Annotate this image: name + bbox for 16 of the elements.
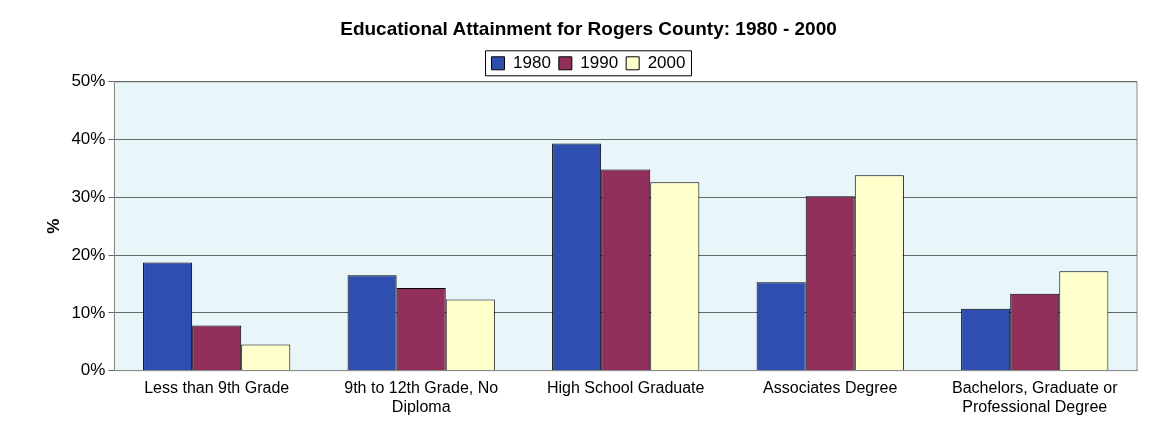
y-tick-label: 30% (71, 187, 106, 207)
legend-label: 2000 (647, 52, 686, 72)
x-tick-label: Bachelors, Graduate or Professional Degree (952, 378, 1119, 415)
y-tick-label: 40% (71, 129, 106, 149)
y-tick-label: 20% (71, 244, 106, 264)
x-tick-label: Associates Degree (763, 378, 898, 396)
y-tick-label: 10% (71, 302, 106, 322)
x-tick-label: Less than 9th Grade (144, 378, 290, 396)
y-tick-label: 0% (80, 360, 106, 380)
x-tick-label: 9th to 12th Grade, No Diploma (344, 378, 499, 415)
y-tick-label: 50% (71, 71, 106, 91)
y-axis-title: % (43, 218, 63, 234)
legend-label: 1980 (513, 52, 551, 72)
chart-title: Educational Attainment for Rogers County: 1980 - 2000 (340, 17, 837, 39)
legend-label: 1990 (580, 52, 619, 72)
x-tick-label: High School Graduate (546, 378, 705, 396)
